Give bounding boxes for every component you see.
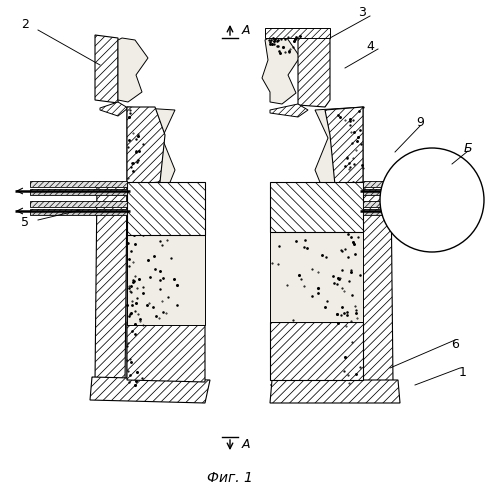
Polygon shape: [90, 235, 210, 400]
Text: Б: Б: [463, 142, 472, 154]
Polygon shape: [95, 35, 118, 103]
Polygon shape: [90, 377, 210, 403]
Text: Фиг. 1: Фиг. 1: [207, 471, 253, 485]
Polygon shape: [361, 182, 393, 385]
Polygon shape: [270, 380, 400, 403]
Polygon shape: [30, 209, 127, 215]
Polygon shape: [30, 189, 127, 195]
Text: 1: 1: [459, 366, 467, 378]
Polygon shape: [118, 38, 148, 102]
Text: А: А: [242, 438, 250, 452]
Text: 5: 5: [21, 216, 29, 228]
Polygon shape: [363, 201, 462, 207]
Polygon shape: [325, 107, 363, 185]
Text: 6: 6: [451, 338, 459, 351]
Polygon shape: [363, 189, 462, 195]
Circle shape: [380, 148, 484, 252]
Polygon shape: [127, 322, 205, 382]
Polygon shape: [270, 107, 363, 385]
Text: 4: 4: [366, 40, 374, 52]
Text: 3: 3: [358, 6, 366, 18]
Polygon shape: [270, 232, 363, 322]
Polygon shape: [127, 235, 205, 325]
Polygon shape: [363, 209, 462, 215]
Polygon shape: [127, 107, 165, 185]
Polygon shape: [363, 181, 462, 187]
Polygon shape: [127, 107, 178, 385]
Polygon shape: [95, 182, 127, 385]
Polygon shape: [298, 36, 330, 107]
Polygon shape: [100, 102, 128, 116]
Polygon shape: [270, 182, 363, 232]
Polygon shape: [262, 36, 300, 104]
Polygon shape: [265, 28, 330, 38]
Polygon shape: [30, 181, 127, 187]
Text: 2: 2: [21, 18, 29, 30]
Polygon shape: [30, 201, 127, 207]
Polygon shape: [127, 182, 205, 235]
Text: 9: 9: [416, 116, 424, 128]
Polygon shape: [270, 104, 308, 117]
Polygon shape: [270, 322, 363, 380]
Text: А: А: [242, 24, 250, 36]
